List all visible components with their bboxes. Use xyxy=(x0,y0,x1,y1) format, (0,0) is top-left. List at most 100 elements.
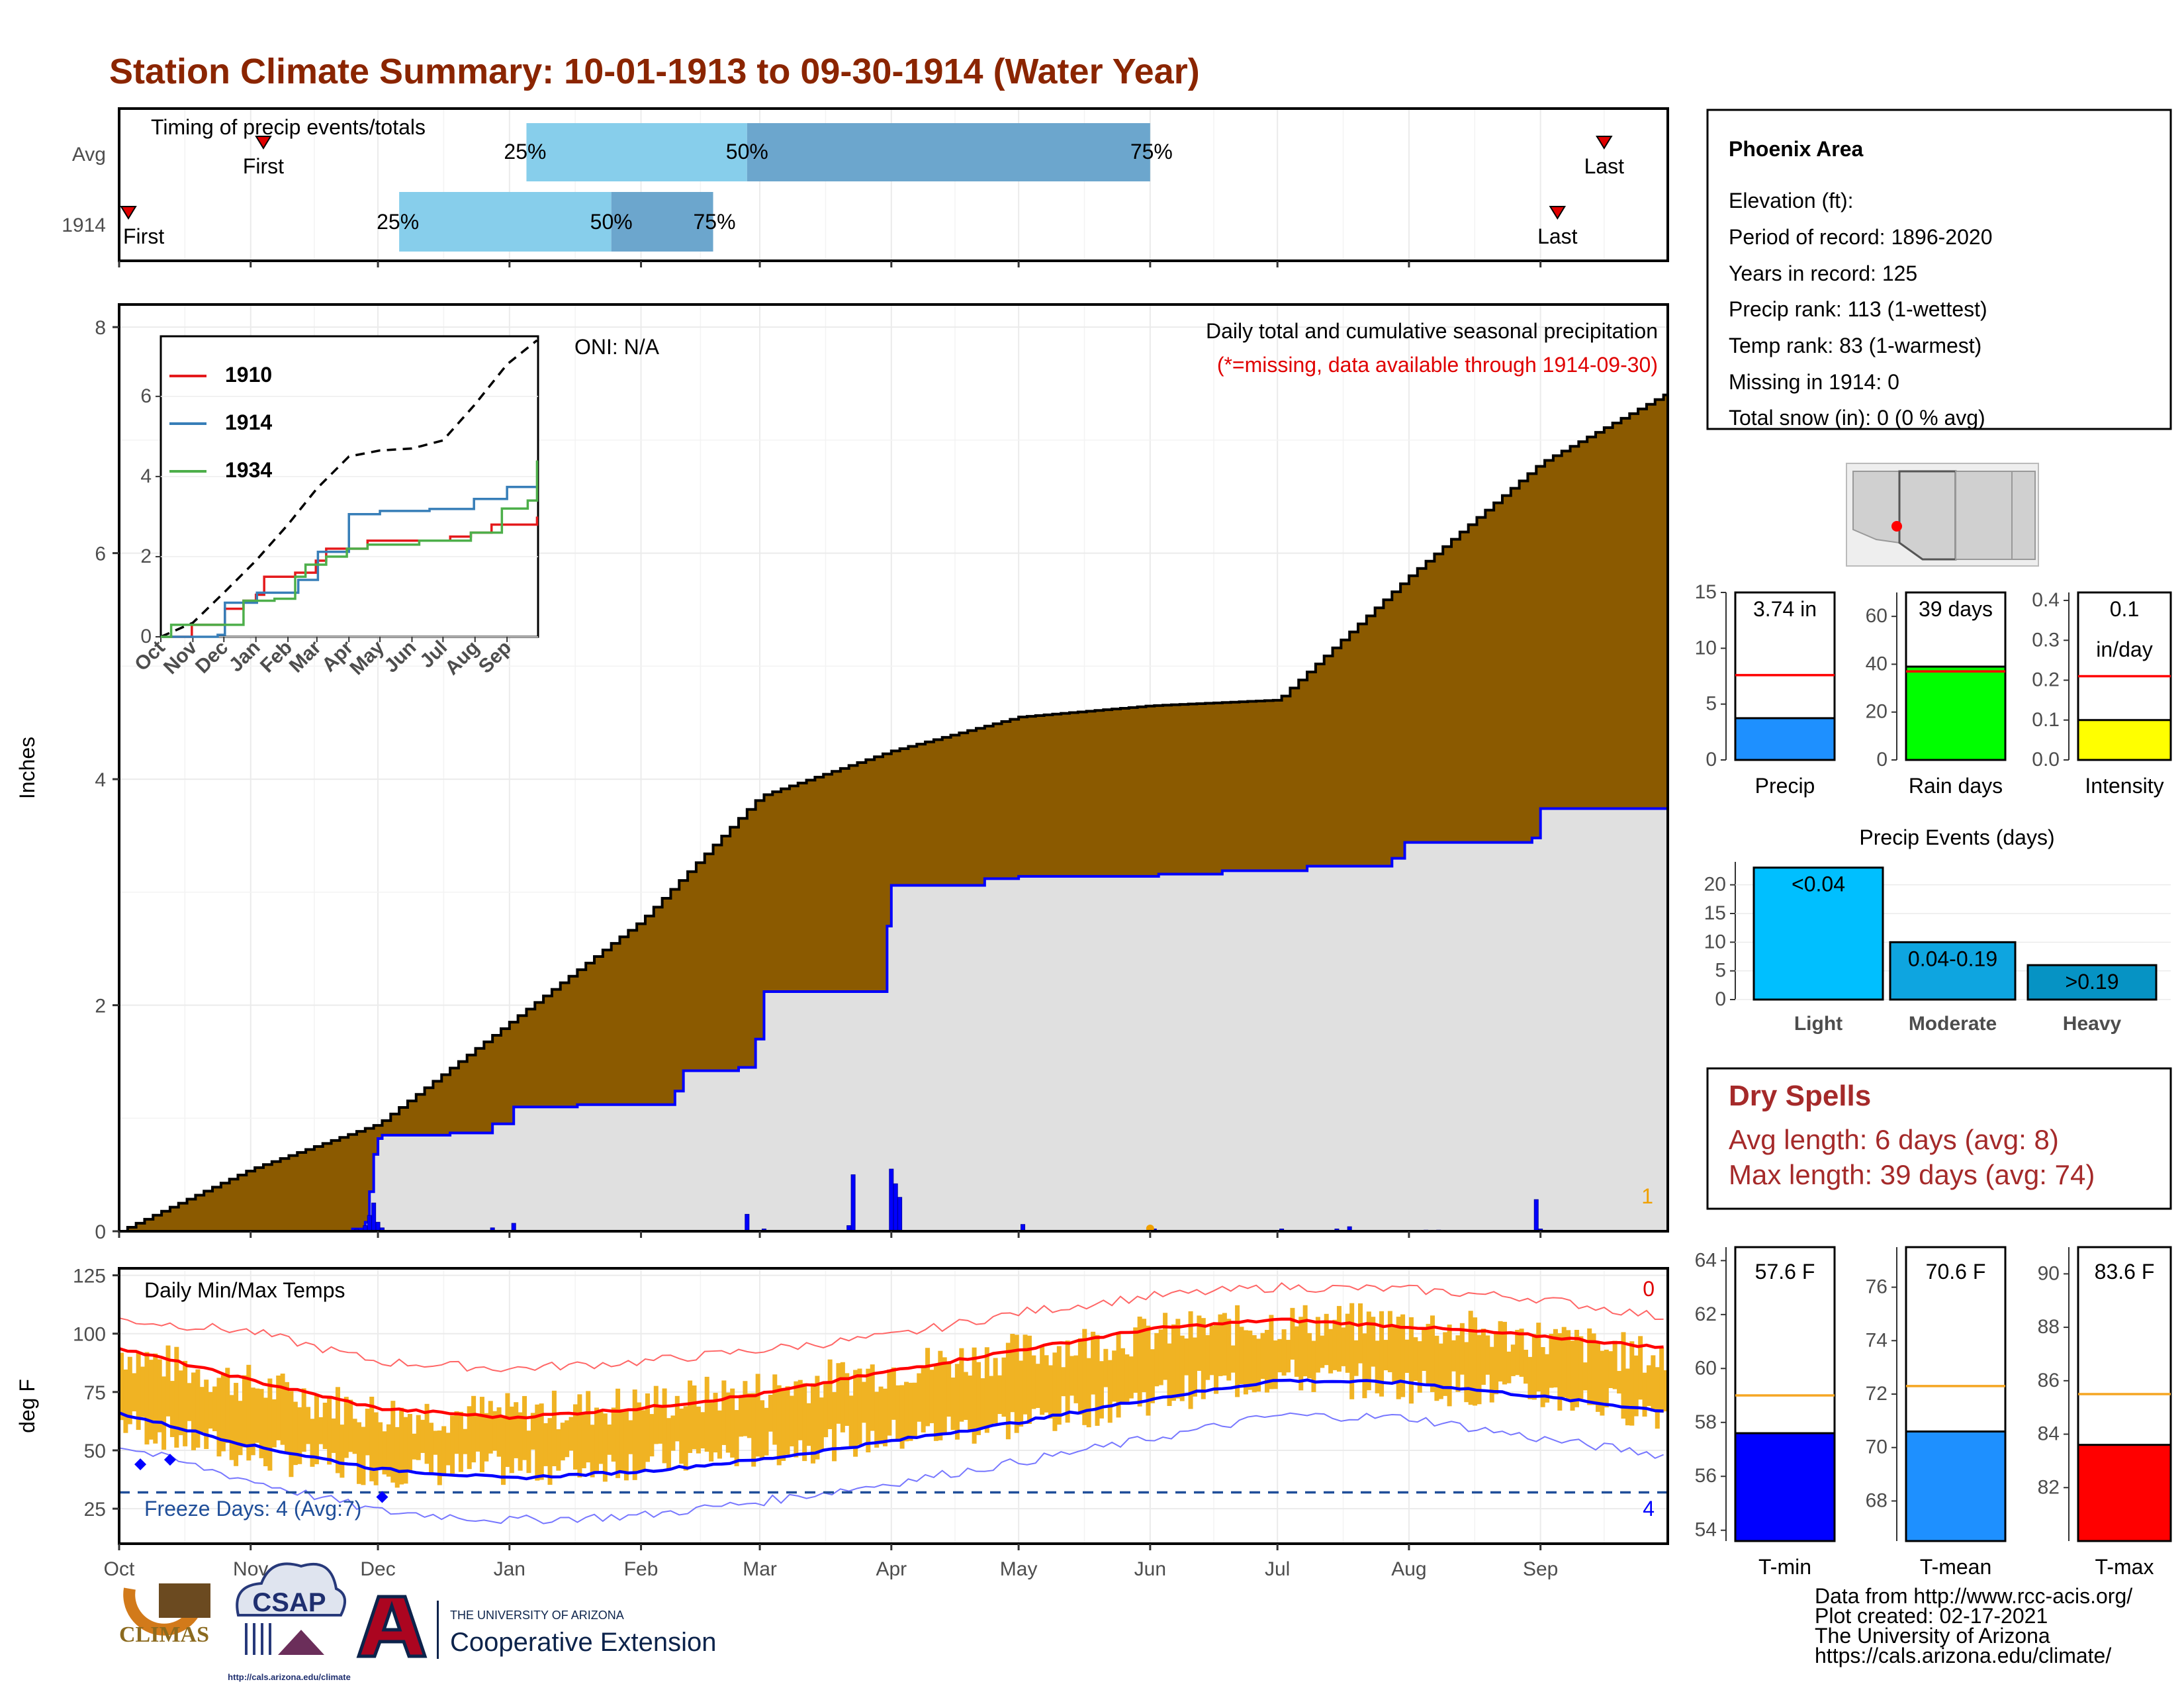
daily-temp-bar xyxy=(1277,1338,1283,1373)
timing-q75-label: 75% xyxy=(1130,140,1173,164)
daily-temp-bar xyxy=(993,1358,998,1424)
daily-temp-bar xyxy=(857,1368,862,1445)
locator-map xyxy=(1846,463,2039,567)
daily-temp-bar xyxy=(1107,1360,1113,1423)
daily-temp-bar xyxy=(882,1388,887,1446)
events-category-label: Moderate xyxy=(1909,1013,1997,1035)
daily-temp-bar xyxy=(607,1424,612,1455)
temp-y-tick-label: 125 xyxy=(73,1266,106,1288)
daily-temp-bar xyxy=(649,1414,655,1457)
map-state-ca xyxy=(1852,471,1900,544)
daily-temp-bar xyxy=(437,1430,442,1485)
daily-temp-bar xyxy=(1608,1351,1614,1388)
daily-temp-bar xyxy=(662,1388,667,1464)
station-temp-rank: Temp rank: 83 (1-warmest) xyxy=(1729,334,1981,357)
daily-temp-bar xyxy=(1366,1311,1371,1391)
daily-temp-bar xyxy=(551,1390,557,1466)
daily-temp-bar xyxy=(1294,1326,1299,1377)
daily-temp-bar xyxy=(306,1407,311,1444)
daily-temp-bar xyxy=(1578,1336,1584,1399)
intensity-value-label-2: in/day xyxy=(2096,637,2152,661)
daily-temp-bar xyxy=(1095,1335,1100,1426)
daily-temp-bar xyxy=(1362,1333,1367,1399)
daily-temp-bar xyxy=(874,1391,880,1448)
daily-temp-bar xyxy=(1625,1368,1630,1426)
daily-temp-bar xyxy=(369,1396,375,1481)
daily-temp-bar xyxy=(276,1375,281,1440)
temp-y-tick-label: 25 xyxy=(84,1499,106,1521)
daily-temp-bar xyxy=(1099,1361,1104,1419)
tmean-bar xyxy=(1905,1430,2007,1542)
daily-temp-bar xyxy=(1124,1354,1130,1402)
events-tick-label: 15 xyxy=(1704,902,1726,924)
daily-temp-bar xyxy=(119,1352,124,1421)
daily-temp-bar xyxy=(1574,1329,1579,1407)
events-tick-label: 5 xyxy=(1715,960,1726,982)
daily-temp-bar xyxy=(1396,1317,1401,1399)
inset-x-tick-label: Dec xyxy=(191,637,232,678)
daily-temp-bar xyxy=(1379,1311,1385,1397)
daily-temp-bar xyxy=(1502,1321,1507,1385)
inset-average-line xyxy=(160,339,538,638)
inset-legend-label: 1934 xyxy=(225,458,272,482)
timing-first-label: First xyxy=(123,224,164,248)
tmean-tick-label: 68 xyxy=(1866,1489,1888,1511)
tmean-value-label: 70.6 F xyxy=(1926,1260,1986,1284)
timing-bar-50-75 xyxy=(747,123,1150,181)
daily-temp-bar xyxy=(709,1402,714,1462)
daily-temp-bar xyxy=(1192,1337,1197,1397)
map-state-az xyxy=(1898,470,1957,561)
daily-temp-bar xyxy=(479,1397,484,1472)
dry-spells-frame xyxy=(1706,1067,2172,1210)
precip-panel: 0 2 4 6 8 Inches Daily total and cumulative … xyxy=(15,303,1669,1243)
rain_days-bar xyxy=(1905,665,2007,761)
daily-temp-bar xyxy=(751,1393,756,1467)
month-label: Sep xyxy=(1523,1558,1558,1580)
tmin-tick-label: 60 xyxy=(1695,1357,1717,1379)
daily-temp-bar xyxy=(1205,1335,1210,1380)
daily-temp-bar xyxy=(989,1376,994,1426)
daily-temp-bar xyxy=(1596,1342,1601,1412)
daily-temp-bar xyxy=(365,1408,370,1456)
temp-y-tick-label: 100 xyxy=(73,1324,106,1346)
daily-temp-bar xyxy=(1005,1342,1011,1440)
timing-bar-50-75 xyxy=(611,192,713,252)
daily-temp-bar xyxy=(950,1378,956,1430)
daily-temp-bar xyxy=(861,1382,866,1423)
daily-temp-bar xyxy=(569,1417,574,1451)
intensity-tick-label: 0.1 xyxy=(2032,709,2060,731)
record-low-count: 4 xyxy=(1643,1497,1655,1521)
daily-temp-bar xyxy=(917,1373,922,1422)
climas-logo-block xyxy=(159,1583,210,1618)
daily-temp-bar xyxy=(959,1348,964,1422)
daily-temp-bar xyxy=(1498,1321,1503,1382)
daily-temp-bar xyxy=(1001,1357,1007,1417)
station-frame xyxy=(1706,109,2172,430)
climas-logo: CLIMAS xyxy=(119,1583,210,1647)
daily-temp-bar xyxy=(1082,1329,1087,1425)
timing-row-avg: Avg xyxy=(72,144,106,165)
daily-temp-bar xyxy=(1281,1329,1287,1376)
daily-temp-bar xyxy=(1248,1331,1253,1390)
daily-temp-bar xyxy=(1434,1335,1439,1401)
daily-temp-bar xyxy=(348,1399,353,1452)
daily-temp-bar xyxy=(899,1385,905,1449)
daily-temp-bar xyxy=(1557,1333,1563,1411)
inset-x-tick-label: Aug xyxy=(441,637,484,680)
daily-temp-bar xyxy=(1103,1348,1109,1387)
daily-temp-bar xyxy=(293,1401,298,1466)
daily-temp-bar xyxy=(327,1398,332,1465)
month-label: Jan xyxy=(494,1558,525,1580)
daily-temp-bar xyxy=(488,1401,493,1454)
daily-temp-bar xyxy=(394,1427,400,1488)
daily-temp-bar xyxy=(1629,1341,1635,1426)
credit-plot-date: Plot created: 02-17-2021 xyxy=(1815,1604,2048,1628)
daily-temp-bar xyxy=(1188,1311,1193,1409)
daily-temp-bar xyxy=(1600,1350,1605,1416)
daily-temp-bar xyxy=(1561,1327,1567,1397)
timing-last-marker xyxy=(1549,206,1567,220)
daily-temp-bar xyxy=(1332,1319,1338,1370)
daily-temp-bar xyxy=(310,1419,315,1467)
daily-temp-bar xyxy=(1400,1314,1406,1397)
rain_days-tick-label: 0 xyxy=(1876,749,1888,771)
